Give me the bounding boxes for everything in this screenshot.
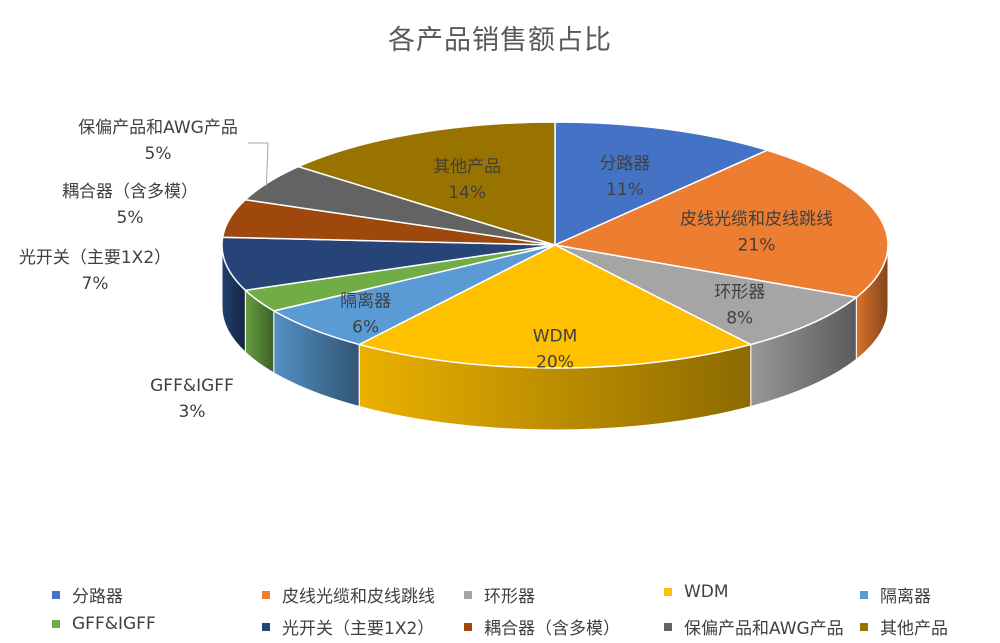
legend-label: 其他产品 — [880, 619, 948, 639]
legend-swatch — [664, 588, 672, 596]
legend-label: 保偏产品和AWG产品 — [684, 619, 844, 639]
legend-item: 耦合器（含多模） — [464, 614, 620, 639]
category-label: WDM — [533, 326, 578, 346]
legend-item: 保偏产品和AWG产品 — [664, 614, 844, 639]
legend-swatch — [52, 590, 60, 599]
pie-slices — [221, 121, 889, 369]
legend-item: 其他产品 — [860, 614, 948, 639]
category-label: 隔离器 — [340, 292, 391, 312]
pie-slice — [554, 244, 859, 346]
pie-slice — [552, 149, 889, 299]
pie-slice — [296, 121, 556, 247]
value-label: 3% — [179, 402, 206, 422]
category-label: 环形器 — [714, 282, 765, 302]
legend-swatch — [262, 622, 270, 631]
legend-swatch — [464, 590, 472, 599]
value-label: 11% — [606, 180, 644, 200]
legend-item: 环形器 — [464, 582, 535, 607]
legend-swatch — [664, 622, 672, 631]
category-label: GFF&IGFF — [150, 376, 234, 396]
legend: 分路器 皮线光缆和皮线跳线 环形器 WDM 隔离器 GFF&IGFF 光开关（主要1X2） 耦… — [52, 574, 992, 640]
pie-slice — [271, 244, 556, 346]
value-label: 5% — [145, 144, 172, 164]
legend-label: 隔离器 — [880, 587, 931, 607]
legend-item: 分路器 — [52, 582, 123, 607]
legend-label: 环形器 — [484, 587, 535, 607]
value-label: 14% — [448, 183, 486, 203]
category-label: 耦合器（含多模） — [62, 182, 198, 202]
legend-swatch — [262, 590, 270, 599]
data-labels: 分路器 11% 皮线光缆和皮线跳线 21% 环形器 8% WDM 20% 隔离器 6% GFF&IG… — [19, 118, 833, 422]
category-label: 皮线光缆和皮线跳线 — [680, 209, 833, 229]
legend-swatch — [464, 622, 472, 631]
category-label: 光开关（主要1X2） — [19, 248, 171, 268]
legend-label: 分路器 — [72, 587, 123, 607]
legend-label: 光开关（主要1X2） — [282, 619, 435, 639]
category-label: 分路器 — [599, 154, 650, 174]
pie-slice — [357, 244, 753, 369]
legend-swatch — [860, 622, 868, 631]
chart-title: 各产品销售额占比 — [388, 25, 612, 56]
value-label: 20% — [536, 352, 574, 372]
category-label: 其他产品 — [433, 157, 501, 177]
pie-sides — [221, 244, 889, 431]
pie-slice — [221, 236, 556, 292]
legend-swatch — [52, 620, 60, 628]
legend-item: 光开关（主要1X2） — [262, 614, 434, 639]
legend-item: 皮线光缆和皮线跳线 — [262, 582, 435, 607]
value-label: 5% — [117, 208, 144, 228]
pie-slice — [554, 121, 770, 247]
legend-label: GFF&IGFF — [72, 614, 156, 634]
leader-line — [248, 142, 269, 187]
value-label: 6% — [352, 318, 379, 338]
legend-label: 皮线光缆和皮线跳线 — [282, 587, 435, 607]
legend-swatch — [860, 590, 868, 599]
value-label: 21% — [738, 235, 776, 255]
value-label: 8% — [726, 308, 753, 328]
legend-item: GFF&IGFF — [52, 614, 156, 634]
legend-label: WDM — [684, 582, 729, 602]
legend-item: 隔离器 — [860, 582, 931, 607]
legend-item: WDM — [664, 582, 729, 602]
legend-label: 耦合器（含多模） — [484, 619, 620, 639]
value-label: 7% — [82, 274, 109, 294]
category-label: 保偏产品和AWG产品 — [78, 118, 238, 138]
